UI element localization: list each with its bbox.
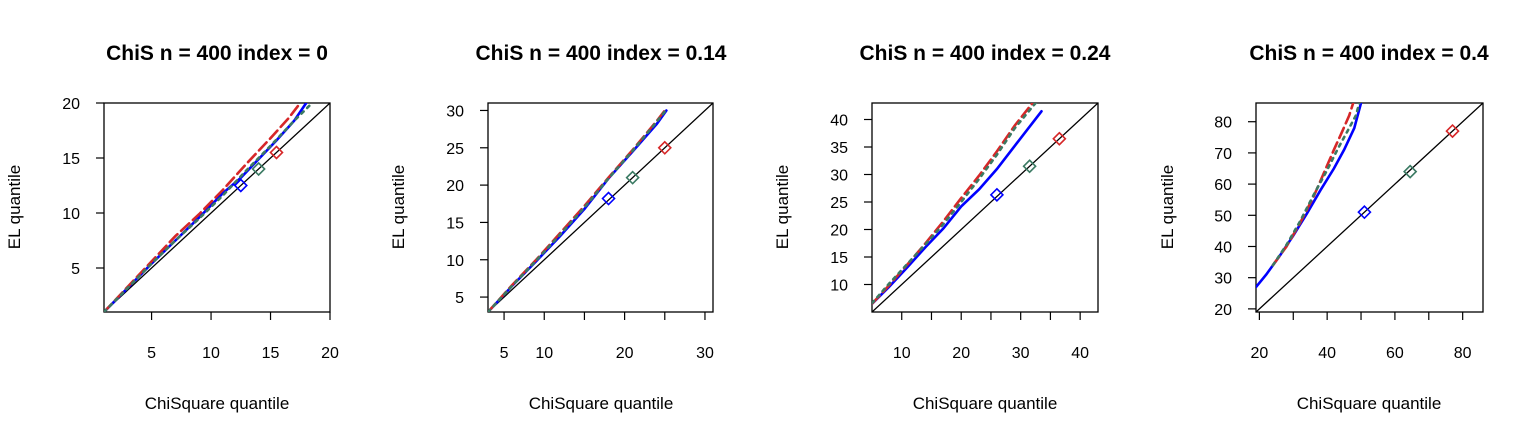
x-tick-label: 80 <box>1454 345 1472 362</box>
chart-title: ChiS n = 400 index = 0 <box>106 42 328 65</box>
reference-diagonal <box>1256 103 1483 312</box>
y-tick-label: 40 <box>1214 239 1232 256</box>
plot-data <box>1256 103 1483 312</box>
x-axis-label: ChiSquare quantile <box>913 394 1058 413</box>
x-tick-label: 5 <box>500 345 509 362</box>
y-tick-label: 20 <box>446 178 464 195</box>
y-axis-label: EL quantile <box>389 165 408 249</box>
x-tick-label: 40 <box>1071 345 1089 362</box>
diamond-marker <box>989 187 1005 202</box>
y-tick-label: 15 <box>62 151 80 168</box>
y-tick-label: 20 <box>830 223 848 240</box>
y-tick-label: 5 <box>71 261 80 278</box>
x-axis-label: ChiSquare quantile <box>145 394 290 413</box>
series-line-dotted <box>488 109 667 312</box>
plot-frame <box>871 102 1099 313</box>
y-tick-label: 25 <box>830 195 848 212</box>
diamond-marker <box>1357 205 1372 220</box>
plot-data <box>488 103 713 312</box>
reference-diagonal <box>488 103 713 312</box>
series-line-dashed <box>872 103 1034 306</box>
y-tick-label: 25 <box>446 141 464 158</box>
y-axis-label: EL quantile <box>773 165 792 249</box>
diamond-marker <box>657 140 672 155</box>
plot-data <box>872 103 1098 312</box>
x-tick-label: 30 <box>696 345 714 362</box>
chart-panel-4: ChiS n = 400 index = 0.4 20 40 60 80 20 30 40 50… <box>1158 42 1489 413</box>
diamond-marker <box>1052 131 1067 146</box>
x-tick-label: 20 <box>321 345 339 362</box>
x-axis-label: ChiSquare quantile <box>1297 394 1442 413</box>
chart-title: ChiS n = 400 index = 0.24 <box>860 42 1111 65</box>
diamond-marker <box>251 161 266 177</box>
plot-frame <box>1255 102 1484 313</box>
plot-data <box>104 103 330 312</box>
x-tick-label: 60 <box>1386 345 1404 362</box>
y-tick-label: 50 <box>1214 208 1232 225</box>
y-tick-label: 10 <box>62 206 80 223</box>
y-tick-label: 70 <box>1214 146 1232 163</box>
series-line-dotted <box>1271 103 1361 267</box>
y-tick-label: 40 <box>830 113 848 130</box>
y-tick-label: 80 <box>1214 115 1232 132</box>
diamond-marker <box>1022 159 1037 174</box>
chart-panel-2: ChiS n = 400 index = 0.14 5 10 20 30 5 10 15 20 2… <box>389 42 727 413</box>
x-tick-label: 40 <box>1318 345 1336 362</box>
diamond-marker <box>601 191 616 206</box>
y-tick-label: 15 <box>446 215 464 232</box>
series-line-solid <box>1256 103 1363 289</box>
x-tick-label: 20 <box>616 345 634 362</box>
y-tick-label: 60 <box>1214 177 1232 194</box>
series-line-dashed <box>104 103 302 312</box>
y-tick-label: 10 <box>446 253 464 270</box>
diamond-marker <box>1445 123 1460 139</box>
y-axis-label: EL quantile <box>5 165 24 249</box>
diamond-marker <box>1403 164 1418 179</box>
reference-diagonal <box>104 103 330 312</box>
chart-panel-1: ChiS n = 400 index = 0 5 10 15 20 5 10 15 20 ChiS… <box>5 42 339 413</box>
chart-panel-3: ChiS n = 400 index = 0.24 10 20 30 40 10 15 20 2… <box>773 42 1111 413</box>
y-tick-label: 20 <box>62 96 80 113</box>
y-tick-label: 30 <box>446 103 464 120</box>
y-tick-label: 5 <box>455 290 464 307</box>
series-line-solid <box>872 110 1043 306</box>
x-axis-label: ChiSquare quantile <box>529 394 674 413</box>
x-tick-label: 20 <box>952 345 970 362</box>
x-tick-label: 20 <box>1250 345 1268 362</box>
y-axis-label: EL quantile <box>1158 165 1177 249</box>
y-tick-label: 20 <box>1214 302 1232 319</box>
x-tick-label: 10 <box>893 345 911 362</box>
chart-title: ChiS n = 400 index = 0.4 <box>1249 42 1489 65</box>
y-tick-label: 15 <box>830 250 848 267</box>
series-line-dotted <box>104 103 314 312</box>
y-tick-label: 35 <box>830 140 848 157</box>
x-tick-label: 10 <box>202 345 220 362</box>
chart-title: ChiS n = 400 index = 0.14 <box>476 42 727 65</box>
reference-diagonal <box>872 103 1098 312</box>
y-tick-label: 30 <box>830 168 848 185</box>
series-line-dashed <box>1271 103 1355 267</box>
plot-frame <box>103 102 331 313</box>
diamond-marker <box>233 178 248 193</box>
x-tick-label: 10 <box>535 345 553 362</box>
diamond-marker <box>625 170 640 185</box>
y-tick-label: 30 <box>1214 271 1232 288</box>
plot-frame <box>487 102 714 313</box>
y-tick-label: 10 <box>830 278 848 295</box>
x-tick-label: 15 <box>262 345 280 362</box>
x-tick-label: 5 <box>147 345 156 362</box>
series-line-dotted <box>872 103 1037 305</box>
diamond-marker <box>269 145 284 160</box>
x-tick-label: 30 <box>1012 345 1030 362</box>
